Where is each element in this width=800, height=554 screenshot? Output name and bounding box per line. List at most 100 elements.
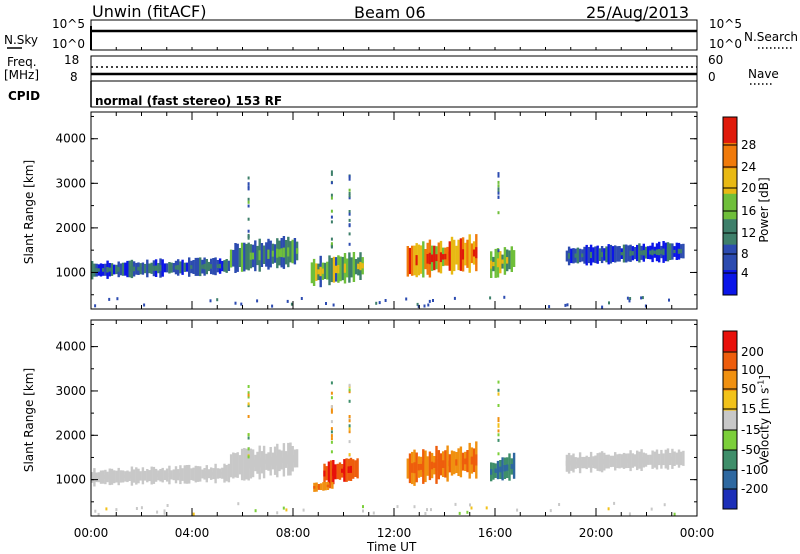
- velocity-data-cell: [126, 470, 129, 483]
- power-data-cell: [419, 245, 423, 274]
- velocity-data-cell: [214, 463, 217, 484]
- velocity-data-cell: [503, 465, 507, 472]
- velocity-data-cell: [323, 470, 326, 477]
- power-data-cell: [249, 252, 253, 260]
- power-data-cell: [444, 253, 447, 260]
- velocity-data-cell: [322, 482, 325, 491]
- power-stray-echo: [330, 196, 333, 200]
- power-data-cell: [627, 245, 630, 262]
- power-data-cell: [448, 251, 451, 261]
- velocity-data-cell: [422, 461, 425, 472]
- velocity-stray-echo: [330, 430, 333, 434]
- velocity-near-range-echo: [276, 511, 279, 515]
- velocity-stray-echo: [497, 452, 500, 456]
- velocity-stray-echo: [497, 423, 500, 427]
- velocity-data-cell: [93, 474, 96, 481]
- velocity-data-cell: [506, 464, 509, 471]
- power-data-cell: [508, 250, 511, 270]
- velocity-near-range-echo: [607, 507, 610, 511]
- power-colorbar-tick-label: 4: [741, 266, 749, 280]
- power-data-cell: [141, 262, 145, 275]
- power-data-cell: [225, 259, 228, 273]
- velocity-colorbar-swatch: [723, 331, 737, 352]
- velocity-data-cell: [295, 449, 299, 468]
- velocity-data-cell: [163, 470, 167, 480]
- velocity-colorbar-tick-label: -15: [741, 423, 761, 437]
- power-data-cell: [494, 248, 497, 278]
- power-data-cell: [475, 247, 478, 259]
- power-data-cell: [282, 247, 286, 258]
- velocity-stray-echo: [247, 404, 250, 408]
- power-data-cell: [323, 262, 327, 279]
- power-data-cell: [585, 244, 588, 266]
- power-near-range-echo: [432, 299, 434, 302]
- power-stray-echo: [497, 173, 500, 177]
- power-data-cell: [284, 240, 288, 265]
- velocity-data-cell: [137, 473, 140, 479]
- power-data-cell: [428, 252, 432, 265]
- noise-tick-right-low: 10^0: [709, 37, 742, 51]
- power-data-cell: [675, 242, 678, 260]
- velocity-data-cell: [205, 471, 208, 477]
- power-stray-echo: [247, 187, 250, 191]
- power-stray-echo: [247, 233, 250, 237]
- velocity-data-cell: [655, 449, 659, 470]
- velocity-data-cell: [653, 451, 656, 468]
- velocity-data-cell: [157, 473, 160, 477]
- power-data-cell: [185, 262, 189, 272]
- velocity-data-cell: [282, 443, 286, 477]
- power-data-cell: [110, 267, 114, 272]
- power-data-cell: [616, 246, 619, 262]
- power-data-cell: [352, 252, 356, 282]
- power-data-cell: [154, 265, 158, 271]
- power-near-range-echo: [503, 295, 506, 299]
- power-near-range-echo: [489, 296, 492, 300]
- power-data-cell: [137, 266, 140, 271]
- power-data-cell: [587, 247, 591, 264]
- power-stray-echo: [348, 188, 351, 192]
- velocity-near-range-echo: [458, 511, 461, 515]
- power-data-cell: [126, 260, 129, 278]
- power-data-cell: [247, 242, 250, 271]
- power-data-cell: [583, 246, 586, 264]
- velocity-data-cell: [223, 470, 226, 477]
- velocity-data-cell: [682, 450, 685, 466]
- power-data-cell: [466, 239, 469, 268]
- power-data-cell: [506, 257, 509, 264]
- velocity-data-cell: [332, 468, 335, 476]
- power-stray-echo: [348, 218, 351, 222]
- velocity-data-cell: [271, 452, 275, 470]
- power-data-cell: [655, 249, 659, 255]
- velocity-stray-echo: [247, 436, 250, 440]
- velocity-data-cell: [442, 460, 445, 468]
- velocity-near-range-echo: [166, 504, 169, 507]
- velocity-data-cell: [143, 470, 147, 481]
- velocity-data-cell: [328, 483, 332, 489]
- power-near-range-echo: [240, 302, 243, 306]
- power-data-cell: [332, 256, 336, 283]
- power-near-range-echo: [216, 298, 219, 302]
- power-data-cell: [435, 254, 438, 262]
- power-data-cell: [589, 251, 593, 259]
- power-data-cell: [328, 255, 331, 286]
- power-data-cell: [603, 248, 606, 261]
- velocity-data-cell: [408, 453, 412, 484]
- xtick-label: 08:00: [276, 526, 311, 540]
- power-stray-echo: [330, 237, 333, 241]
- velocity-data-cell: [121, 470, 125, 483]
- power-data-cell: [658, 249, 661, 256]
- power-stray-echo: [330, 209, 333, 213]
- velocity-data-cell: [117, 467, 120, 486]
- velocity-data-cell: [616, 459, 619, 464]
- power-ytick-label: 3000: [55, 176, 86, 190]
- power-stray-echo: [330, 181, 333, 185]
- velocity-data-cell: [341, 468, 344, 473]
- xtick-label: 00:00: [74, 526, 109, 540]
- velocity-data-cell: [207, 469, 211, 479]
- velocity-data-cell: [135, 467, 138, 485]
- power-stray-echo: [247, 204, 250, 208]
- power-data-cell: [190, 265, 193, 269]
- velocity-data-cell: [236, 452, 239, 478]
- power-data-cell: [143, 263, 147, 274]
- velocity-stray-echo: [247, 395, 250, 399]
